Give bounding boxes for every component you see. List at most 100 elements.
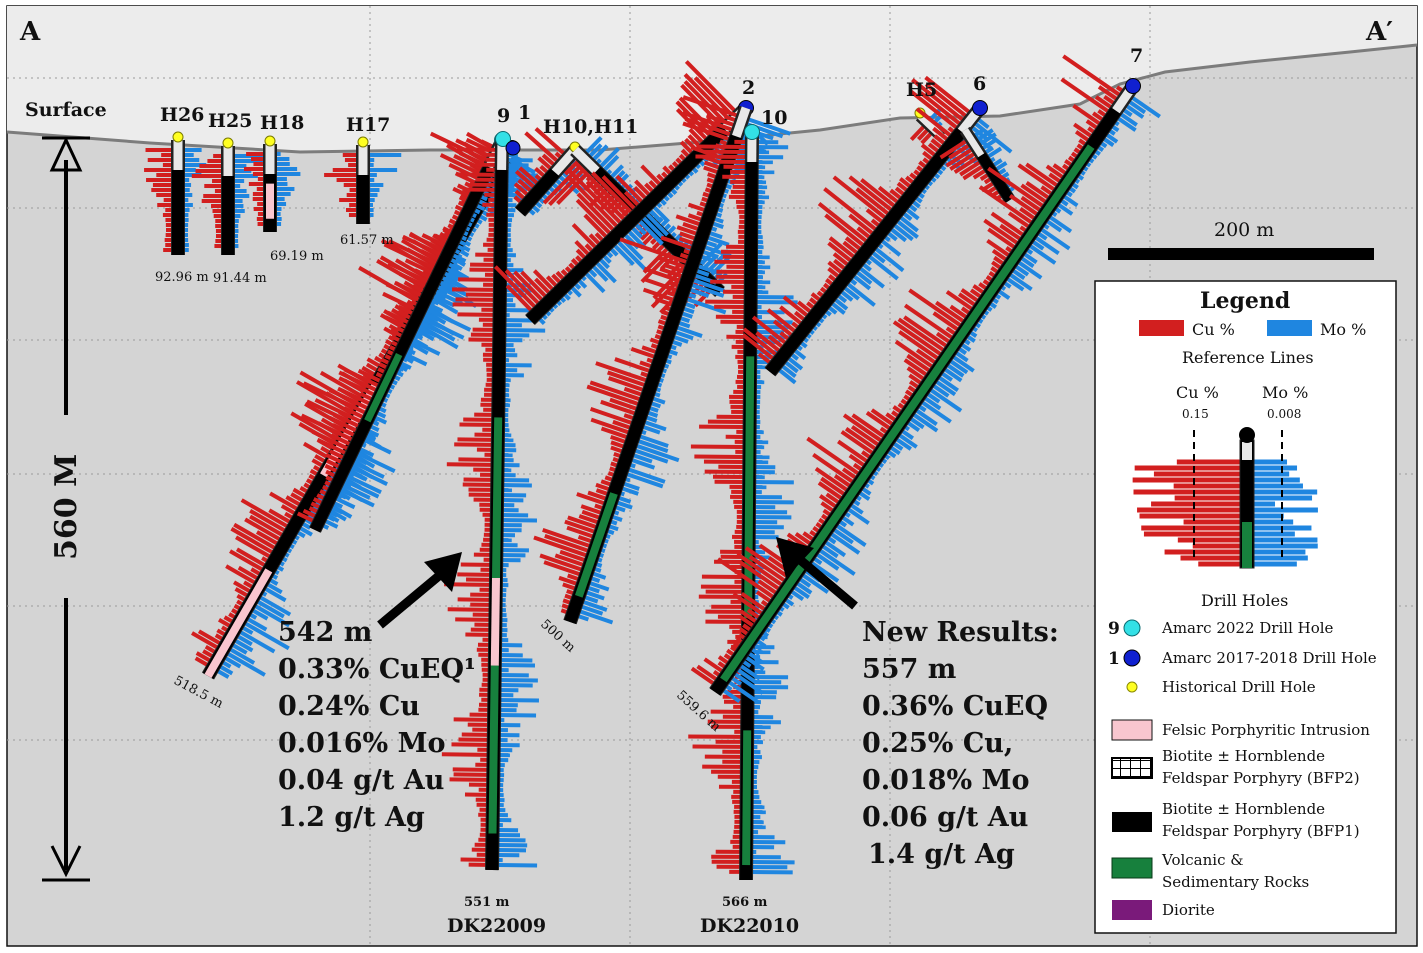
cu-bar bbox=[377, 367, 386, 374]
cu-bar bbox=[716, 557, 775, 599]
mo-bar bbox=[636, 443, 680, 463]
mo-bar bbox=[973, 127, 986, 138]
cu-bar bbox=[809, 297, 818, 306]
legend-ref-cu-label: Cu % bbox=[1176, 383, 1219, 402]
cu-bar bbox=[1019, 207, 1036, 221]
mo-bar bbox=[645, 415, 658, 423]
mo-bar bbox=[893, 223, 914, 242]
mo-bar bbox=[921, 400, 952, 424]
mo-bar bbox=[259, 595, 292, 617]
cu-bar bbox=[556, 170, 591, 205]
cu-bar bbox=[827, 260, 843, 275]
mo-bar bbox=[415, 329, 424, 337]
mo-bar bbox=[449, 257, 459, 265]
mo-bar bbox=[363, 438, 392, 455]
cu-bar bbox=[566, 525, 594, 539]
intercept-dk22010-line: 0.25% Cu, bbox=[862, 728, 1013, 759]
cu-bar bbox=[679, 252, 690, 260]
core-bfp1 bbox=[977, 152, 1015, 203]
cu-bar bbox=[817, 202, 868, 243]
cu-bar bbox=[640, 250, 673, 284]
hole-label-h26: H26 bbox=[160, 104, 204, 126]
cu-bar bbox=[736, 552, 783, 587]
cu-bar bbox=[411, 283, 425, 293]
cu-bar bbox=[855, 187, 890, 216]
cu-bar bbox=[249, 514, 284, 537]
cu-bar bbox=[331, 423, 356, 437]
cu-bar bbox=[738, 627, 749, 636]
mo-bar bbox=[584, 136, 603, 155]
cu-bar bbox=[1103, 94, 1116, 105]
cu-bar bbox=[255, 530, 279, 546]
legend-ref-mo-label: Mo % bbox=[1262, 383, 1308, 402]
cu-bar bbox=[908, 89, 958, 130]
cu-bar bbox=[1073, 122, 1093, 138]
cu-bar bbox=[842, 240, 859, 255]
cu-bar bbox=[999, 223, 1022, 241]
hole-label-6: 6 bbox=[973, 73, 986, 95]
cu-bar bbox=[962, 164, 984, 181]
legend-cu-label: Cu % bbox=[1192, 320, 1235, 339]
cu-bar bbox=[920, 132, 933, 145]
cu-bar bbox=[657, 324, 665, 331]
cu-bar bbox=[841, 467, 857, 480]
cu-bar bbox=[1019, 225, 1027, 233]
cu-bar bbox=[429, 131, 488, 162]
core-bfp1 bbox=[765, 127, 967, 376]
mo-bar bbox=[932, 384, 950, 398]
cu-bar bbox=[772, 319, 793, 337]
mo-bar bbox=[652, 205, 670, 224]
mo-bar bbox=[648, 406, 659, 413]
cu-bar bbox=[458, 195, 468, 203]
cu-bar bbox=[688, 127, 704, 144]
cu-bar bbox=[646, 357, 654, 364]
cu-bar bbox=[957, 292, 976, 307]
cu-bar bbox=[325, 475, 334, 483]
cu-bar bbox=[575, 255, 583, 263]
cu-bar bbox=[325, 453, 343, 465]
mo-bar bbox=[1037, 231, 1048, 241]
cu-bar bbox=[453, 209, 462, 217]
mo-bar bbox=[673, 335, 689, 344]
mo-bar bbox=[784, 598, 795, 607]
cu-bar bbox=[554, 151, 562, 159]
mo-bar bbox=[827, 536, 837, 545]
mo-bar bbox=[219, 664, 234, 676]
mo-bar bbox=[1045, 219, 1063, 233]
mo-bar bbox=[1060, 198, 1069, 207]
mo-bar bbox=[978, 132, 997, 146]
cu-bar bbox=[791, 321, 800, 329]
cu-bar bbox=[441, 752, 488, 757]
mo-bar bbox=[1119, 112, 1138, 127]
mo-bar bbox=[1128, 100, 1147, 115]
cu-bar bbox=[442, 226, 453, 235]
mo-bar bbox=[850, 503, 864, 515]
cu-bar bbox=[386, 349, 395, 356]
mo-bar bbox=[781, 364, 797, 379]
cu-bar bbox=[915, 348, 937, 365]
cu-bar bbox=[865, 208, 884, 224]
mo-bar bbox=[1068, 186, 1077, 194]
cu-bar bbox=[329, 449, 345, 460]
cu-bar bbox=[701, 196, 709, 203]
cu-bar bbox=[696, 210, 704, 217]
mo-bar bbox=[216, 669, 230, 679]
cu-bar bbox=[820, 476, 846, 496]
cu-bar bbox=[534, 173, 542, 182]
cu-bar bbox=[960, 288, 979, 303]
cu-bar bbox=[561, 603, 570, 610]
cu-bar bbox=[719, 139, 729, 146]
cu-bar bbox=[1092, 111, 1104, 122]
histogram-h26 bbox=[144, 148, 207, 252]
cu-bar bbox=[280, 504, 296, 516]
mo-bar bbox=[346, 474, 382, 495]
cu-bar bbox=[623, 190, 640, 207]
mo-bar bbox=[432, 293, 455, 308]
cu-bar bbox=[809, 529, 817, 537]
mo-bar bbox=[359, 447, 375, 458]
cu-bar bbox=[517, 178, 533, 193]
mo-bar bbox=[787, 356, 804, 371]
cu-bar bbox=[802, 531, 815, 542]
cu-bar bbox=[1064, 159, 1073, 167]
